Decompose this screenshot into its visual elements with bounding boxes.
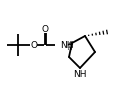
Polygon shape	[67, 41, 72, 45]
Text: H: H	[67, 46, 72, 51]
Text: O: O	[41, 25, 48, 34]
Text: O: O	[30, 40, 37, 50]
Text: NH: NH	[59, 40, 73, 50]
Text: NH: NH	[73, 70, 86, 79]
